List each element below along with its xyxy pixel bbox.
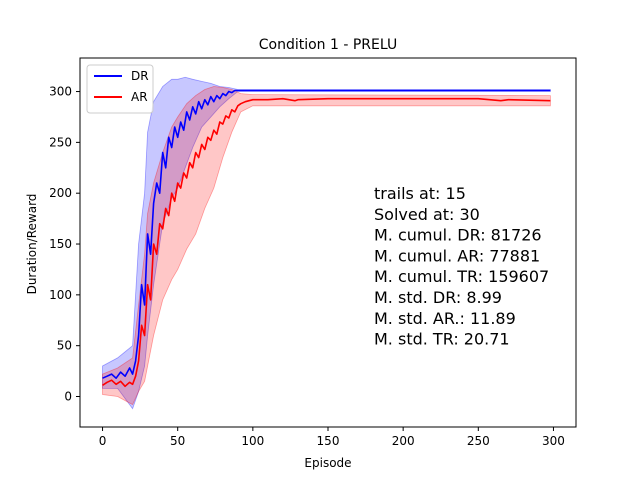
annotations: trails at: 15 Solved at: 30 M. cumul. DR: … — [374, 184, 549, 349]
x-tick-label: 200 — [392, 434, 415, 448]
annotation-line: M. std. AR.: 11.89 — [374, 309, 516, 328]
annotation-line: M. cumul. AR: 77881 — [374, 246, 540, 265]
x-axis-label: Episode — [304, 456, 351, 470]
annotation-line: M. cumul. TR: 159607 — [374, 267, 549, 286]
series-lines — [102, 89, 551, 388]
legend-label-dr: DR — [131, 69, 149, 83]
y-tick-label: 200 — [49, 186, 72, 200]
x-tick-label: 300 — [542, 434, 565, 448]
y-axis-label: Duration/Reward — [25, 194, 39, 295]
band-dr — [102, 76, 551, 410]
y-tick-label: 100 — [49, 288, 72, 302]
annotation-line: Solved at: 30 — [374, 205, 480, 224]
legend-label-ar: AR — [131, 90, 148, 104]
x-axis-ticks: 0 50 100 150 200 250 300 — [99, 427, 565, 448]
y-axis-ticks: 0 50 100 150 200 250 300 — [49, 85, 80, 404]
confidence-bands — [102, 76, 551, 410]
band-ar — [102, 86, 551, 406]
x-tick-label: 0 — [99, 434, 107, 448]
y-tick-label: 50 — [57, 339, 72, 353]
series-line-ar — [102, 97, 551, 388]
y-tick-label: 250 — [49, 135, 72, 149]
x-tick-label: 50 — [170, 434, 185, 448]
annotation-line: M. std. DR: 8.99 — [374, 288, 502, 307]
series-line-dr — [102, 89, 551, 380]
legend: DR AR — [86, 64, 154, 114]
annotation-line: M. cumul. DR: 81726 — [374, 226, 542, 245]
annotation-line: M. std. TR: 20.71 — [374, 330, 510, 349]
x-tick-label: 150 — [317, 434, 340, 448]
x-tick-label: 250 — [467, 434, 490, 448]
chart-title: Condition 1 - PRELU — [259, 37, 397, 53]
y-tick-label: 300 — [49, 85, 72, 99]
x-tick-label: 100 — [241, 434, 264, 448]
annotation-line: trails at: 15 — [374, 184, 466, 203]
y-tick-label: 0 — [64, 390, 72, 404]
y-tick-label: 150 — [49, 237, 72, 251]
